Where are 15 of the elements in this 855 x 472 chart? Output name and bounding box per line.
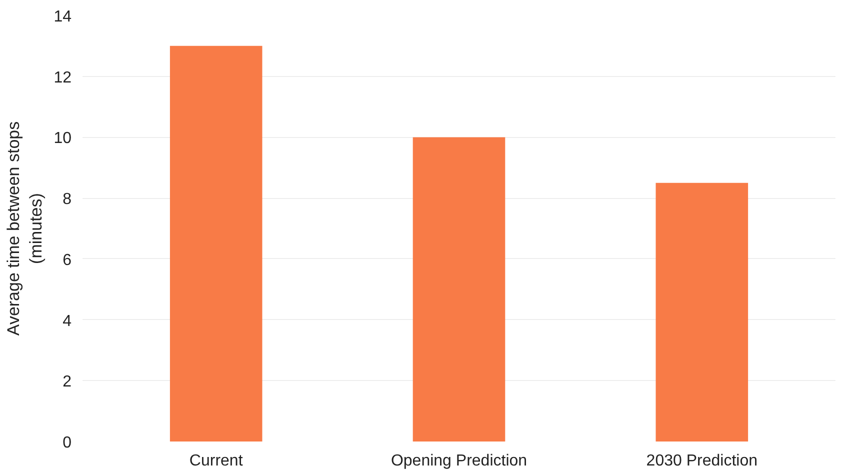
y-tick-label: 6 (62, 252, 72, 269)
x-tick-label: 2030 Prediction (646, 452, 758, 470)
x-tick-label: Current (189, 452, 244, 470)
y-tick-label: 0 (62, 434, 72, 452)
y-tick-label: 12 (54, 69, 72, 86)
y-axis-title: Average time between stops (minutes) (4, 121, 46, 336)
bar (170, 46, 262, 442)
x-tick-label: Opening Prediction (390, 452, 528, 470)
bar (412, 137, 506, 442)
y-tick-label: 8 (62, 191, 72, 208)
y-tick-label: 14 (54, 8, 72, 26)
y-tick-label: 10 (54, 130, 72, 148)
y-tick-label: 4 (62, 312, 72, 330)
bar (656, 182, 748, 442)
y-tick-label: 2 (62, 374, 72, 391)
